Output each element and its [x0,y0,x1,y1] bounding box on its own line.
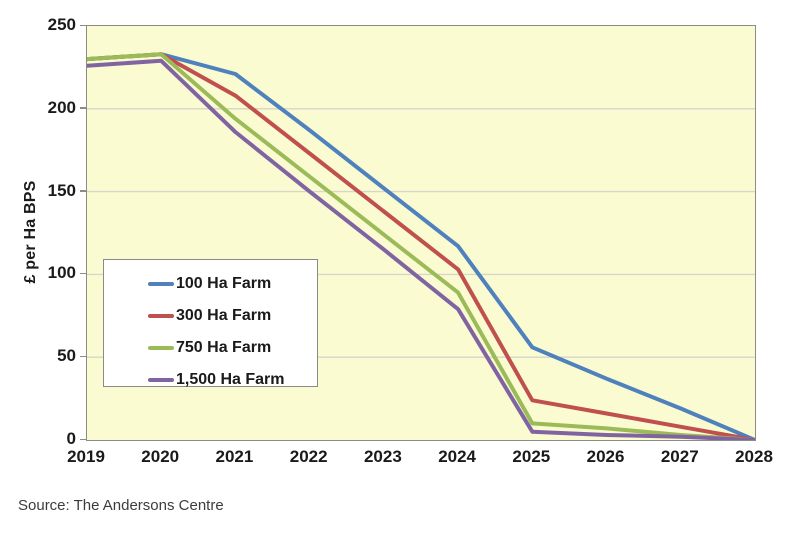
y-tick-mark [80,24,86,26]
legend-line-swatch-icon [148,378,174,382]
y-tick-label: 200 [47,97,76,117]
x-tick-label: 2021 [215,447,254,466]
x-tick-label: 2024 [438,447,477,466]
legend-line-swatch-icon [148,346,174,350]
legend-line-swatch-icon [148,282,174,286]
legend-label: 300 Ha Farm [176,307,272,324]
y-tick-mark [80,438,86,440]
y-tick-mark [80,272,86,275]
x-tick-label: 2026 [586,447,625,466]
x-tick-label: 2027 [660,447,699,466]
legend: 100 Ha Farm 300 Ha Farm 750 Ha Farm 1,500 H… [103,259,318,388]
series-line-2 [87,52,755,440]
source-credit: Source: The Andersons Centre [18,497,224,514]
series-line-3 [87,58,755,440]
y-tick-mark [80,107,86,109]
y-tick-label: 100 [47,263,76,283]
series-line-1 [87,52,755,440]
x-tick-label: 2022 [289,447,328,466]
legend-line-swatch-icon [148,314,174,318]
x-tick-label: 2025 [512,447,551,466]
x-tick-label: 2023 [363,447,402,466]
legend-item-1: 300 Ha Farm [148,303,317,329]
y-tick-label: 250 [47,15,76,34]
legend-item-2: 750 Ha Farm [148,335,317,361]
legend-item-0: 100 Ha Farm [148,271,317,297]
x-tick-label: 2028 [735,447,773,466]
y-tick-label: 50 [57,346,76,366]
legend-item-3: 1,500 Ha Farm [148,367,317,393]
y-tick-mark [80,190,86,192]
x-tick-label: 2020 [141,447,180,466]
legend-label: 100 Ha Farm [176,275,272,292]
legend-label: 1,500 Ha Farm [176,371,285,388]
y-tick-label: 150 [47,180,76,200]
legend-label: 750 Ha Farm [176,339,272,356]
y-tick-label: 0 [66,429,76,448]
series-line-0 [87,52,755,440]
x-tick-label: 2019 [67,447,105,466]
y-tick-mark [80,355,86,358]
